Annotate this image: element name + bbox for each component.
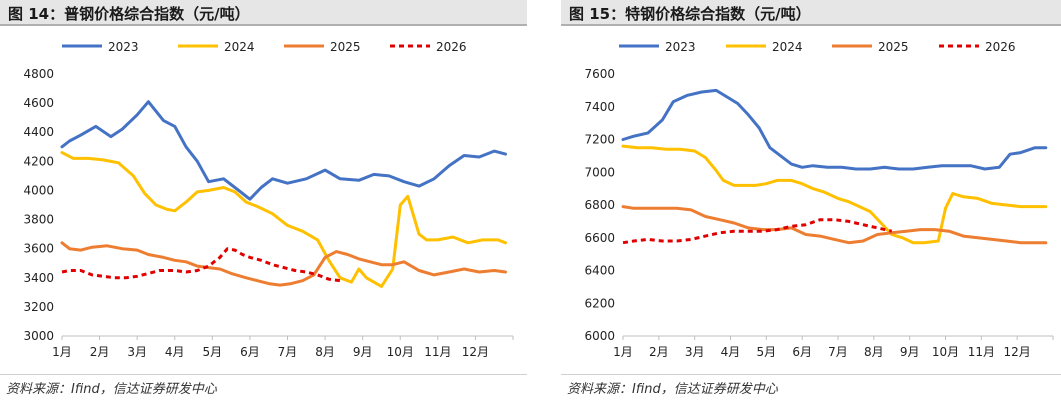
chart-title: 图 15：特钢价格综合指数（元/吨） — [569, 5, 811, 23]
divider — [561, 374, 1061, 375]
y-tick-label: 7600 — [584, 67, 615, 81]
y-tick-label: 3800 — [23, 213, 54, 227]
x-tick-label: 9月 — [900, 345, 920, 359]
y-tick-label: 4000 — [23, 183, 54, 197]
y-tick-label: 3600 — [23, 242, 54, 256]
y-tick-label: 4600 — [23, 96, 54, 110]
chart-title-bar: 图 14：普钢价格综合指数（元/吨） — [0, 0, 527, 26]
x-tick-label: 10月 — [387, 345, 414, 359]
y-tick-label: 7000 — [584, 165, 615, 179]
legend-label: 2025 — [878, 40, 909, 54]
legend-label: 2023 — [665, 40, 696, 54]
chart-title: 图 14：普钢价格综合指数（元/吨） — [8, 5, 250, 23]
series-line-2024 — [621, 144, 1048, 245]
y-tick-label: 4200 — [23, 154, 54, 168]
chart-panel-special-steel-index: 图 15：特钢价格综合指数（元/吨） 6000 6200 6400 6600 6800 7… — [561, 0, 1061, 401]
y-tick-label: 7200 — [584, 133, 615, 147]
series-line-2023 — [60, 100, 507, 201]
x-tick-label: 4月 — [165, 345, 185, 359]
x-tick-label: 6月 — [240, 345, 260, 359]
series-line-2026 — [61, 247, 341, 283]
series-line-2026 — [622, 218, 893, 245]
chart-source: 资料来源：Ifind，信达证券研发中心 — [6, 382, 217, 397]
y-tick-label: 4400 — [23, 125, 54, 139]
x-tick-label: 2月 — [649, 345, 669, 359]
y-tick-label: 3200 — [23, 300, 54, 314]
x-tick-label: 1月 — [613, 345, 633, 359]
x-tick-label: 7月 — [278, 345, 298, 359]
x-tick-label: 6月 — [792, 345, 812, 359]
legend-label: 2026 — [985, 40, 1016, 54]
legend-label: 2025 — [330, 40, 361, 54]
series-line-2025 — [621, 205, 1048, 245]
x-tick-label: 12月 — [462, 345, 489, 359]
x-tick-label: 8月 — [864, 345, 884, 359]
divider — [0, 374, 527, 375]
legend-label: 2026 — [436, 40, 467, 54]
x-tick-label: 9月 — [353, 345, 373, 359]
x-tick-label: 5月 — [203, 345, 223, 359]
y-tick-label: 6400 — [584, 264, 615, 278]
x-tick-label: 12月 — [1004, 345, 1031, 359]
y-tick-label: 3000 — [23, 329, 54, 343]
series-line-2024 — [60, 151, 507, 288]
x-tick-label: 11月 — [968, 345, 995, 359]
series-line-2023 — [621, 88, 1048, 171]
legend-label: 2024 — [224, 40, 255, 54]
x-tick-label: 10月 — [932, 345, 959, 359]
y-tick-label: 6600 — [584, 231, 615, 245]
x-tick-label: 11月 — [424, 345, 451, 359]
x-tick-label: 8月 — [315, 345, 335, 359]
x-tick-label: 1月 — [52, 345, 72, 359]
x-tick-label: 3月 — [127, 345, 147, 359]
y-tick-label: 6800 — [584, 198, 615, 212]
line-chart: 6000 6200 6400 6600 6800 7000 7200 7400 7600 1月 2月… — [584, 40, 1054, 359]
legend-label: 2024 — [772, 40, 803, 54]
y-tick-label: 4800 — [23, 67, 54, 81]
chart-source: 资料来源：Ifind，信达证券研发中心 — [567, 382, 778, 397]
x-tick-label: 7月 — [828, 345, 848, 359]
chart-title-bar: 图 15：特钢价格综合指数（元/吨） — [561, 0, 1061, 26]
x-tick-label: 3月 — [685, 345, 705, 359]
series-line-2025 — [60, 241, 507, 287]
y-tick-label: 3400 — [23, 271, 54, 285]
y-tick-label: 7400 — [584, 100, 615, 114]
x-tick-label: 2月 — [90, 345, 110, 359]
x-tick-label: 5月 — [757, 345, 777, 359]
x-tick-label: 4月 — [721, 345, 741, 359]
chart-panel-steel-index: 图 14：普钢价格综合指数（元/吨） 3000 3200 3400 3600 3800 4… — [0, 0, 527, 401]
y-tick-label: 6200 — [584, 296, 615, 310]
line-chart: 3000 3200 3400 3600 3800 4000 4200 4400 4600 4800… — [23, 40, 514, 359]
y-tick-label: 6000 — [584, 329, 615, 343]
legend-label: 2023 — [108, 40, 139, 54]
